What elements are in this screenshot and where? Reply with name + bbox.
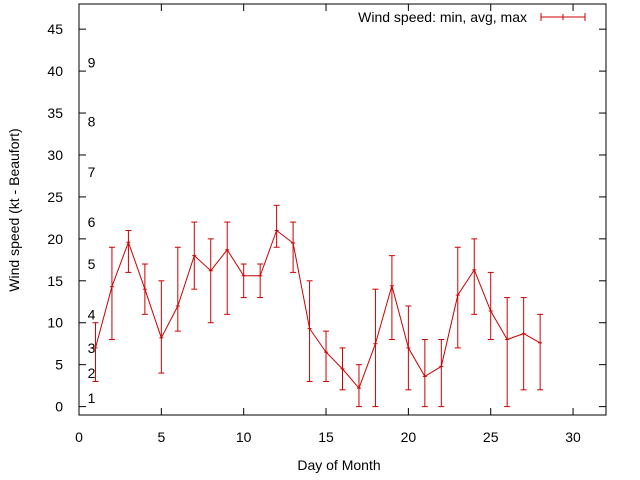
beaufort-annotations: 1 2 3 4 5 6 7 8 9 — [88, 55, 96, 407]
x-axis-label: Day of Month — [297, 457, 380, 473]
y-tick-label: 15 — [47, 273, 63, 289]
beaufort-label: 8 — [88, 113, 96, 129]
y-tick-label: 10 — [47, 315, 63, 331]
y-tick-label: 0 — [55, 399, 63, 415]
x-tick-label: 20 — [401, 429, 417, 445]
y-tick-label: 40 — [47, 63, 63, 79]
x-tick-label: 5 — [157, 429, 165, 445]
series-lines — [95, 229, 541, 390]
beaufort-label: 3 — [88, 340, 96, 356]
beaufort-label: 2 — [88, 365, 96, 381]
legend: Wind speed: min, avg, max — [358, 9, 586, 25]
y-tick-label: 5 — [55, 357, 63, 373]
beaufort-label: 7 — [88, 164, 96, 180]
x-tick-label: 25 — [483, 429, 499, 445]
x-tick-label: 15 — [318, 429, 334, 445]
legend-label: Wind speed: min, avg, max — [358, 9, 527, 25]
x-tick-label: 0 — [75, 429, 83, 445]
x-axis-ticks: 0 5 10 15 20 25 30 — [75, 4, 581, 445]
y-tick-label: 25 — [47, 189, 63, 205]
beaufort-label: 9 — [88, 55, 96, 71]
x-tick-label: 10 — [236, 429, 252, 445]
beaufort-label: 4 — [88, 306, 96, 322]
beaufort-label: 1 — [88, 390, 96, 406]
y-axis-label: Wind speed (kt - Beaufort) — [6, 128, 22, 291]
y-tick-label: 45 — [47, 21, 63, 37]
series-line-avg — [95, 229, 541, 390]
y-tick-label: 20 — [47, 231, 63, 247]
y-tick-label: 35 — [47, 105, 63, 121]
y-tick-label: 30 — [47, 147, 63, 163]
x-tick-label: 30 — [565, 429, 581, 445]
beaufort-label: 5 — [88, 256, 96, 272]
error-bars — [92, 204, 544, 408]
beaufort-label: 6 — [88, 214, 96, 230]
plot-area-frame — [78, 3, 607, 416]
